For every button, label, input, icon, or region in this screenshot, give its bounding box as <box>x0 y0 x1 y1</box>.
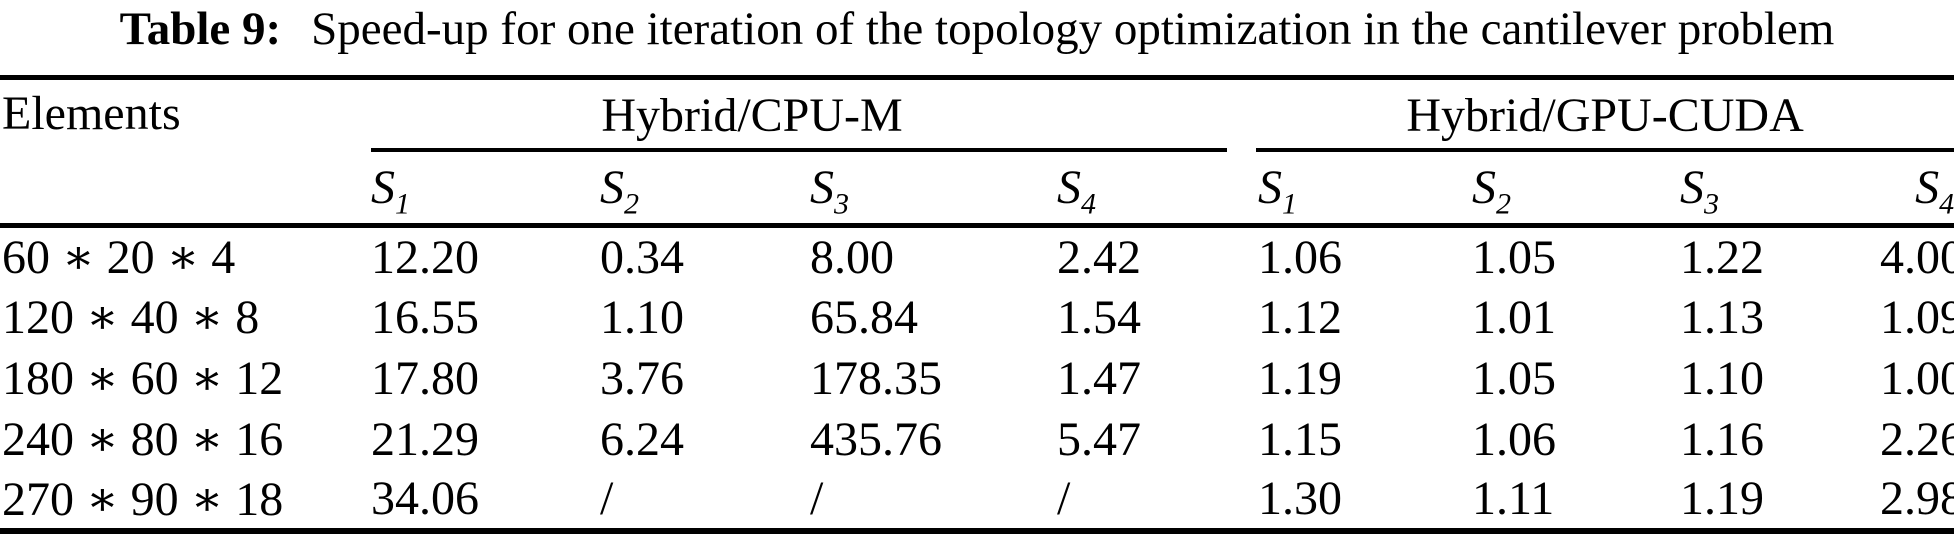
value-cell: 1.00 <box>1880 351 1954 405</box>
subheader-row: S1 S2 S3 S4 S1 S2 S3 S4 <box>0 151 1954 228</box>
value-cell: 1.05 <box>1472 230 1557 284</box>
value-cell: 1.01 <box>1472 290 1557 344</box>
table-row: 270 ∗ 90 ∗ 18 34.06 / / / 1.30 1.11 1.19… <box>0 470 1954 531</box>
value-cell: 1.19 <box>1258 351 1343 405</box>
value-cell: 4.00 <box>1880 230 1954 284</box>
value-cell: 6.24 <box>600 412 684 466</box>
group-underline-cpu: Hybrid/CPU-M <box>371 88 1228 152</box>
value-cell: 1.11 <box>1472 472 1555 525</box>
s-symbol: S <box>1680 160 1705 214</box>
elements-cell: 180 ∗ 60 ∗ 12 <box>2 352 284 405</box>
s-subscript: 3 <box>1704 187 1720 221</box>
table-caption: Table 9: Speed-up for one iteration of th… <box>0 0 1954 75</box>
value-cell: 1.10 <box>600 290 684 344</box>
value-cell: 1.54 <box>1057 290 1141 344</box>
value-cell: 178.35 <box>810 351 942 405</box>
s-subscript: 1 <box>1282 187 1298 221</box>
value-cell: / <box>810 472 824 525</box>
value-cell: / <box>1057 472 1071 525</box>
table-caption-text: Speed-up for one iteration of the topolo… <box>311 3 1835 55</box>
s-symbol: S <box>1258 160 1283 214</box>
table-row: 180 ∗ 60 ∗ 12 17.80 3.76 178.35 1.47 1.1… <box>0 348 1954 409</box>
s-symbol: S <box>1472 160 1497 214</box>
value-cell: 0.34 <box>600 230 684 284</box>
table-caption-label: Table 9: <box>119 3 282 55</box>
elements-cell: 270 ∗ 90 ∗ 18 <box>2 472 284 526</box>
value-cell: 435.76 <box>810 412 942 466</box>
column-header-s2-cpu: S2 <box>600 151 810 228</box>
value-cell: 2.98 <box>1880 472 1954 525</box>
column-header-elements: Elements <box>2 86 181 140</box>
value-cell: 1.10 <box>1680 351 1765 405</box>
column-header-s2-gpu: S2 <box>1472 151 1681 228</box>
value-cell: 2.26 <box>1880 412 1954 466</box>
s-symbol: S <box>1057 160 1081 214</box>
s-symbol: S <box>600 160 624 214</box>
value-cell: 65.84 <box>810 290 918 344</box>
subheader-spacer <box>0 151 371 228</box>
group-label-cpu: Hybrid/CPU-M <box>601 88 903 142</box>
group-header-hybrid-cpu-m: Hybrid/CPU-M <box>371 78 1258 152</box>
value-cell: 1.22 <box>1680 230 1765 284</box>
value-cell: 17.80 <box>371 351 479 405</box>
value-cell: 1.47 <box>1057 351 1141 405</box>
elements-cell: 120 ∗ 40 ∗ 8 <box>2 291 260 344</box>
s-subscript: 4 <box>1939 187 1954 221</box>
column-header-s1-cpu: S1 <box>371 151 600 228</box>
s-subscript: 2 <box>624 187 639 221</box>
column-header-s3-gpu: S3 <box>1680 151 1881 228</box>
value-cell: 3.76 <box>600 351 684 405</box>
group-header-row: Elements Hybrid/CPU-M Hybrid/GPU-CUDA <box>0 78 1954 152</box>
column-header-s4-gpu: S4 <box>1880 151 1954 228</box>
table-row: 120 ∗ 40 ∗ 8 16.55 1.10 65.84 1.54 1.12 … <box>0 287 1954 348</box>
s-subscript: 3 <box>834 187 849 221</box>
value-cell: 1.30 <box>1258 472 1343 525</box>
value-cell: 1.15 <box>1258 412 1343 466</box>
group-underline-gpu: Hybrid/GPU-CUDA <box>1256 88 1954 152</box>
value-cell: 8.00 <box>810 230 894 284</box>
value-cell: 1.05 <box>1472 351 1557 405</box>
group-header-hybrid-gpu-cuda: Hybrid/GPU-CUDA <box>1256 78 1954 152</box>
s-subscript: 1 <box>395 187 410 221</box>
speedup-table: Elements Hybrid/CPU-M Hybrid/GPU-CUDA S1… <box>0 75 1954 534</box>
value-cell: 12.20 <box>371 230 479 284</box>
group-label-gpu: Hybrid/GPU-CUDA <box>1406 88 1804 142</box>
value-cell: 5.47 <box>1057 412 1141 466</box>
column-header-s3-cpu: S3 <box>810 151 1057 228</box>
column-header-s4-cpu: S4 <box>1057 151 1259 228</box>
value-cell: 34.06 <box>371 472 479 525</box>
value-cell: 1.13 <box>1680 290 1765 344</box>
table-row: 60 ∗ 20 ∗ 4 12.20 0.34 8.00 2.42 1.06 1.… <box>0 226 1954 287</box>
value-cell: 2.42 <box>1057 230 1141 284</box>
column-header-s1-gpu: S1 <box>1258 151 1473 228</box>
s-symbol: S <box>810 160 834 214</box>
value-cell: 21.29 <box>371 412 479 466</box>
s-subscript: 2 <box>1496 187 1512 221</box>
value-cell: 1.16 <box>1680 412 1765 466</box>
table-row: 240 ∗ 80 ∗ 16 21.29 6.24 435.76 5.47 1.1… <box>0 409 1954 470</box>
s-symbol: S <box>371 160 395 214</box>
s-symbol: S <box>1915 160 1940 214</box>
elements-cell: 240 ∗ 80 ∗ 16 <box>2 413 284 466</box>
s-subscript: 4 <box>1081 187 1096 221</box>
value-cell: 1.09 <box>1880 290 1954 344</box>
elements-cell: 60 ∗ 20 ∗ 4 <box>2 231 236 285</box>
value-cell: 1.12 <box>1258 290 1343 344</box>
value-cell: 1.19 <box>1680 472 1765 525</box>
value-cell: 16.55 <box>371 290 479 344</box>
value-cell: 1.06 <box>1258 230 1343 284</box>
value-cell: / <box>600 472 614 525</box>
value-cell: 1.06 <box>1472 412 1557 466</box>
